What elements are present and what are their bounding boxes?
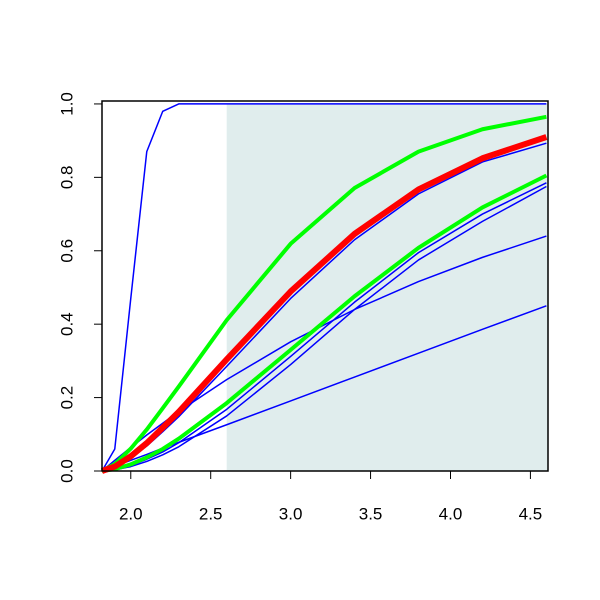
x-tick-label: 4.5 <box>519 504 543 523</box>
x-tick-label: 2.5 <box>199 504 223 523</box>
y-tick-label: 0.2 <box>57 386 76 410</box>
shaded-region <box>226 103 548 471</box>
x-tick-label: 2.0 <box>119 504 143 523</box>
x-tick-label: 3.5 <box>359 504 383 523</box>
series-line <box>101 103 547 472</box>
x-tick-label: 4.0 <box>439 504 463 523</box>
series-line <box>101 114 547 473</box>
series-line <box>101 134 548 474</box>
y-tick-label: 1.0 <box>57 92 76 116</box>
plot-frame <box>101 100 549 472</box>
series-line <box>101 173 548 473</box>
y-tick-label: 0.8 <box>57 166 76 190</box>
x-tick-label: 3.0 <box>279 504 303 523</box>
y-tick-label: 0.0 <box>57 459 76 483</box>
y-tick-label: 0.4 <box>57 312 76 336</box>
y-tick-label: 0.6 <box>57 239 76 263</box>
